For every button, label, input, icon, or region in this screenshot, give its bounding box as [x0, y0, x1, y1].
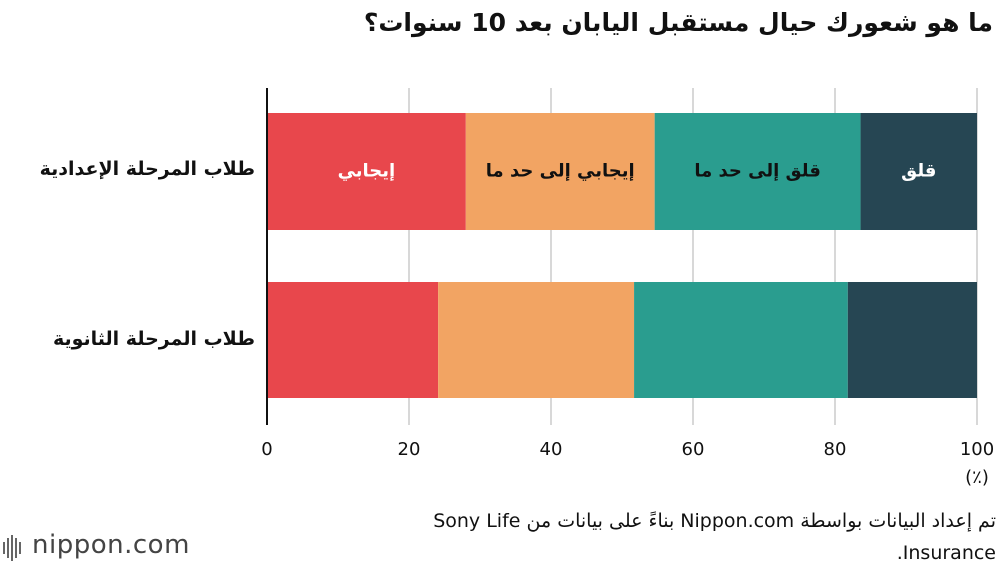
segment-label: إيجابي إلى حد ما: [486, 161, 635, 182]
bar-segment: [860, 113, 977, 230]
x-tick-label: 80: [824, 439, 847, 460]
bar-segment: [847, 282, 977, 398]
segment-label: قلق إلى حد ما: [694, 161, 821, 182]
segment-label: إيجابي: [338, 161, 396, 182]
chart-title: ما هو شعورك حيال مستقبل اليابان بعد 10 س…: [363, 8, 993, 37]
logo-icon: [3, 535, 21, 561]
source-note: تم إعداد البيانات بواسطة Nippon.com بناء…: [433, 510, 996, 564]
x-tick-label: 60: [682, 439, 705, 460]
category-label: طلاب المرحلة الثانوية: [52, 328, 255, 350]
bar-segment: [267, 282, 439, 398]
x-tick-label: 100: [960, 439, 994, 460]
x-tick-label: 40: [540, 439, 563, 460]
bar-segment: [465, 113, 655, 230]
x-tick-label: 20: [398, 439, 421, 460]
segment-label: قلق: [901, 161, 936, 182]
x-tick-label: 0: [261, 439, 272, 460]
bar-segment: [634, 282, 848, 398]
logo: nippon.com: [32, 530, 190, 560]
bar-segment: [438, 282, 635, 398]
bar-segment: [267, 113, 466, 230]
bar-segment: [654, 113, 861, 230]
x-unit: (٪): [965, 467, 989, 488]
category-label: طلاب المرحلة الإعدادية: [39, 158, 255, 180]
